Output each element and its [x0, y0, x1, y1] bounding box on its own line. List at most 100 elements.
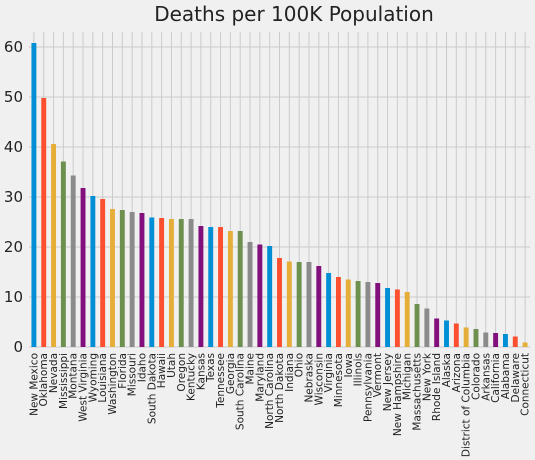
bar	[41, 98, 47, 347]
y-axis-ticks: 0 10 20 30 40 50 60	[4, 38, 23, 356]
x-tick-label: Idaho	[136, 353, 148, 382]
x-tick-label: Georgia	[225, 353, 237, 394]
bar	[493, 333, 499, 347]
x-tick-label: Oklahoma	[38, 353, 50, 406]
bar	[502, 334, 508, 347]
bar	[424, 308, 430, 347]
bar	[110, 209, 115, 347]
x-tick-label: Arizona	[451, 353, 463, 392]
bar	[119, 210, 125, 347]
x-tick-label: Massachusetts	[412, 353, 424, 431]
y-tick-label: 50	[4, 88, 23, 106]
x-tick-label: Texas	[205, 353, 217, 383]
bar	[247, 242, 253, 347]
x-tick-label: Tennessee	[215, 353, 227, 409]
x-tick-label: Delaware	[510, 353, 522, 402]
bar	[208, 227, 214, 347]
bar	[375, 283, 381, 347]
x-tick-label: Michigan	[402, 353, 414, 400]
x-tick-label: Pennsylvania	[362, 353, 374, 422]
bar	[326, 273, 332, 347]
bar	[139, 213, 145, 347]
x-tick-label: California	[490, 353, 502, 403]
x-tick-label: Vermont	[372, 353, 384, 397]
bar	[198, 226, 204, 347]
x-tick-label: District of Columbia	[461, 353, 473, 457]
x-tick-label: Indiana	[284, 353, 296, 392]
bar	[90, 196, 96, 347]
x-tick-label: Nebraska	[303, 353, 315, 403]
bar	[227, 231, 233, 347]
bar	[51, 144, 57, 347]
bar	[257, 244, 263, 347]
x-tick-label: North Dakota	[274, 353, 286, 423]
bar	[178, 219, 184, 347]
x-tick-label: Illinois	[353, 353, 365, 386]
bar	[404, 292, 410, 347]
y-tick-label: 60	[4, 38, 23, 56]
x-tick-label: New Mexico	[28, 353, 40, 416]
x-tick-label: Minnesota	[333, 353, 345, 407]
bar	[267, 246, 273, 347]
bar	[237, 231, 243, 347]
x-tick-label: Louisiana	[97, 353, 109, 403]
x-tick-label: Wyoming	[87, 353, 99, 402]
y-tick-label: 0	[13, 338, 23, 356]
x-tick-label: Connecticut	[520, 353, 532, 416]
x-tick-label: Alabama	[500, 353, 512, 399]
bar	[80, 188, 86, 347]
bar	[70, 175, 76, 347]
bar	[277, 258, 282, 347]
x-tick-label: Ohio	[294, 353, 306, 377]
x-tick-label: Kentucky	[186, 353, 198, 401]
bar	[218, 227, 224, 347]
x-tick-label: West Virginia	[78, 353, 90, 422]
bar	[296, 262, 302, 347]
y-tick-label: 30	[4, 188, 23, 206]
x-tick-label: South Dakota	[146, 353, 158, 424]
bar	[149, 217, 155, 347]
bar	[394, 289, 400, 347]
bar	[434, 318, 440, 347]
bar	[31, 43, 37, 347]
bar	[286, 261, 292, 347]
bar	[483, 332, 489, 347]
bar	[385, 288, 391, 347]
bar	[316, 266, 322, 347]
x-tick-label: New Jersey	[382, 353, 394, 411]
x-tick-label: Florida	[117, 353, 129, 389]
bar	[129, 212, 135, 347]
x-tick-label: Montana	[68, 353, 80, 399]
bar	[512, 336, 518, 347]
x-tick-label: Colorado	[470, 353, 482, 400]
x-tick-label: Alaska	[441, 353, 453, 387]
bar	[355, 281, 361, 347]
x-tick-label: Iowa	[343, 353, 355, 378]
x-tick-label: Kansas	[195, 353, 207, 390]
x-tick-label: Virginia	[323, 353, 335, 393]
bar	[365, 282, 371, 347]
bar	[188, 219, 194, 347]
bar	[168, 219, 174, 347]
x-tick-label: Oregon	[176, 353, 188, 392]
x-tick-label: North Carolina	[264, 353, 276, 429]
x-tick-label: Washington	[107, 353, 119, 415]
x-tick-label: Rhode Island	[431, 353, 443, 421]
bar	[100, 199, 106, 347]
bar	[335, 277, 341, 347]
bar	[444, 320, 449, 347]
x-tick-label: New Hampshire	[392, 353, 404, 436]
bars	[31, 43, 528, 347]
bar	[159, 218, 165, 347]
x-tick-label: New York	[421, 352, 433, 401]
bar	[473, 329, 479, 347]
x-tick-label: Mississippi	[58, 353, 70, 409]
chart-title: Deaths per 100K Population	[154, 2, 434, 26]
bar	[463, 327, 469, 347]
y-tick-label: 20	[4, 238, 23, 256]
bar	[414, 304, 420, 347]
x-axis-ticks: New MexicoOklahomaNevadaMississippiMonta…	[28, 352, 531, 457]
x-tick-label: Wisconsin	[313, 353, 325, 405]
bar	[453, 323, 459, 347]
